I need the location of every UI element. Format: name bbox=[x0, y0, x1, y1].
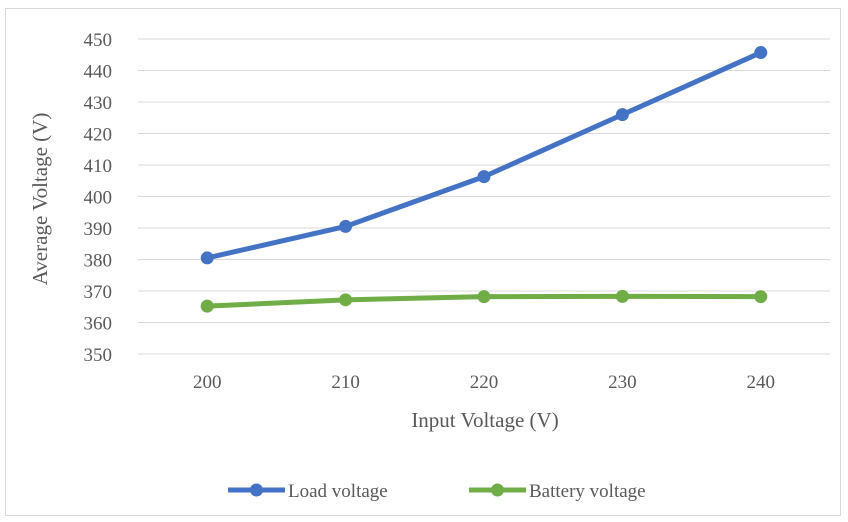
y-tick-label: 400 bbox=[84, 188, 113, 209]
data-point bbox=[339, 293, 353, 307]
data-point bbox=[615, 108, 629, 122]
series-layer bbox=[200, 46, 768, 313]
data-point bbox=[200, 299, 214, 313]
y-tick-label: 440 bbox=[84, 62, 113, 83]
data-point bbox=[477, 290, 491, 304]
legend-item: Load voltage bbox=[228, 481, 388, 502]
x-axis-label: Input Voltage (V) bbox=[411, 408, 558, 432]
legend-label: Load voltage bbox=[288, 481, 388, 502]
legend-item: Battery voltage bbox=[469, 481, 646, 502]
y-tick-label: 370 bbox=[84, 282, 113, 303]
y-tick-label: 350 bbox=[84, 345, 113, 366]
data-point bbox=[200, 251, 214, 265]
y-tick-label: 390 bbox=[84, 219, 113, 240]
x-tick-label: 240 bbox=[747, 372, 776, 393]
data-point bbox=[754, 46, 768, 60]
line-chart: 350 360 370 380 390 400 410 420 430 440 450 200 210… bbox=[28, 30, 830, 502]
x-tick-label: 220 bbox=[470, 372, 499, 393]
y-tick-label: 450 bbox=[84, 30, 113, 51]
data-point bbox=[477, 170, 491, 184]
data-point bbox=[615, 289, 629, 303]
x-tick-labels: 200 210 220 230 240 bbox=[193, 372, 775, 393]
y-tick-labels: 350 360 370 380 390 400 410 420 430 440 450 bbox=[84, 30, 113, 366]
x-tick-label: 230 bbox=[608, 372, 637, 393]
series-battery-voltage bbox=[200, 289, 768, 313]
y-tick-label: 360 bbox=[84, 314, 113, 335]
y-tick-label: 420 bbox=[84, 125, 113, 146]
legend-swatch-marker bbox=[491, 483, 504, 497]
legend-label: Battery voltage bbox=[529, 481, 646, 502]
x-tick-label: 200 bbox=[193, 372, 222, 393]
y-axis-label: Average Voltage (V) bbox=[28, 113, 52, 286]
x-tick-label: 210 bbox=[331, 372, 360, 393]
y-tick-label: 380 bbox=[84, 251, 113, 272]
y-tick-label: 410 bbox=[84, 156, 113, 177]
y-tick-label: 430 bbox=[84, 93, 113, 114]
data-point bbox=[754, 290, 768, 304]
chart-frame: 350 360 370 380 390 400 410 420 430 440 450 200 210… bbox=[5, 8, 841, 516]
legend: Load voltage Battery voltage bbox=[228, 481, 646, 502]
series-load-voltage bbox=[200, 46, 768, 265]
legend-swatch-marker bbox=[250, 483, 263, 497]
series-line bbox=[204, 50, 764, 261]
data-point bbox=[339, 219, 353, 233]
